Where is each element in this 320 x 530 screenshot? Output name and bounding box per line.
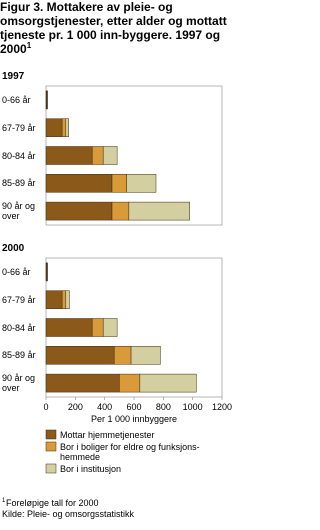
y-tick-label: 67-79 år bbox=[2, 122, 36, 133]
bar-segment bbox=[128, 201, 190, 221]
bar-segment bbox=[45, 373, 120, 393]
x-tick-label: 1000 bbox=[182, 402, 203, 412]
bar-segment bbox=[91, 146, 104, 165]
y-tick-label: 67-79 år bbox=[2, 294, 36, 305]
x-axis-label: Per 1 000 innbyggere bbox=[90, 414, 178, 424]
legend-label: Mottar hjemmetjenester bbox=[60, 430, 155, 440]
x-tick-label: 1200 bbox=[211, 402, 233, 412]
title: Figur 3. Mottakere av pleie- og omsorgst… bbox=[0, 0, 227, 56]
title-block: Figur 3. Mottakere av pleie- og omsorgst… bbox=[0, 0, 230, 56]
bar-segment bbox=[45, 201, 113, 221]
bar-segment bbox=[139, 373, 197, 393]
source: Kilde: Pleie- og omsorgsstatistikk bbox=[2, 509, 135, 519]
bar-segment bbox=[45, 174, 113, 193]
footnote-marker: 1 bbox=[2, 498, 6, 504]
figure: Figur 3. Mottakere av pleie- og omsorgst… bbox=[0, 0, 233, 519]
bar-segment bbox=[46, 262, 48, 282]
bar-segment bbox=[111, 201, 130, 221]
bar-segment bbox=[113, 346, 132, 365]
y-tick-label: 80-84 år bbox=[2, 150, 36, 161]
bar-segment bbox=[65, 118, 69, 137]
chart bbox=[45, 85, 223, 474]
legend-swatch bbox=[45, 441, 57, 452]
y-tick-label: 90 år og over bbox=[2, 373, 36, 394]
bar-segment bbox=[45, 318, 93, 337]
y-tick-label: 85-89 år bbox=[2, 350, 36, 361]
bar-segment bbox=[61, 290, 67, 309]
x-tick-label: 0 bbox=[43, 402, 49, 412]
y-tick-label: 80-84 år bbox=[2, 322, 36, 333]
footnote: Foreløpige tall for 2000 bbox=[6, 498, 99, 508]
title-note-marker: 1 bbox=[26, 41, 32, 50]
bar-segment bbox=[46, 90, 48, 110]
y-tick-label: 0-66 år bbox=[2, 94, 31, 105]
legend-label: Bor i boliger for eldre og funksjons- he… bbox=[60, 442, 200, 462]
x-tick-label: 600 bbox=[126, 402, 142, 412]
bar-segment bbox=[102, 318, 118, 337]
x-tick-label: 400 bbox=[97, 402, 113, 412]
legend-swatch bbox=[45, 429, 57, 440]
bar-segment bbox=[45, 118, 63, 137]
x-tick-label: 200 bbox=[67, 402, 83, 412]
y-tick-label: 85-89 år bbox=[2, 178, 36, 189]
y-tick-label: 90 år og over bbox=[2, 201, 36, 222]
bar-segment bbox=[119, 373, 141, 393]
bar-segment bbox=[45, 146, 93, 165]
bar-segment bbox=[45, 346, 115, 365]
bar-segment bbox=[65, 290, 70, 309]
x-tick-label: 800 bbox=[155, 402, 171, 412]
bar-segment bbox=[102, 146, 118, 165]
bar-segment bbox=[61, 118, 67, 137]
bar-segment bbox=[126, 174, 157, 193]
bar-segment bbox=[130, 346, 161, 365]
bar-segment bbox=[91, 318, 104, 337]
panel-label: 1997 bbox=[2, 71, 25, 82]
legend-label: Bor i institusjon bbox=[60, 464, 122, 474]
bar-segment bbox=[111, 174, 127, 193]
panel-label: 2000 bbox=[2, 243, 25, 254]
y-tick-label: 0-66 år bbox=[2, 266, 31, 277]
legend-swatch bbox=[45, 463, 57, 474]
bar-segment bbox=[45, 290, 63, 309]
